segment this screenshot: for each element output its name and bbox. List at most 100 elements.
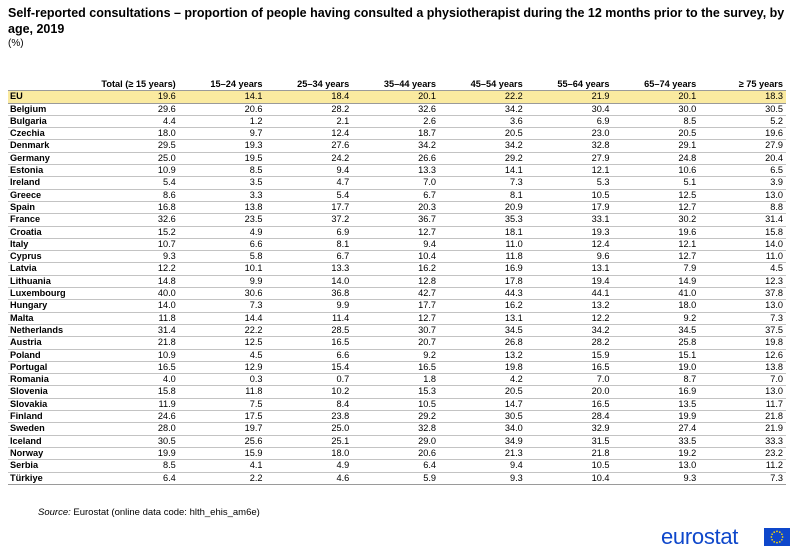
table-cell: 5.1 [612,176,700,190]
table-cell: 16.5 [92,361,179,375]
table-row: Spain 16.8 13.8 17.7 20.3 20.9 17.9 12.7 8.8 [8,201,786,215]
table-cell: 15.8 [699,226,786,239]
table-cell: 32.6 [352,103,439,116]
table-row: Slovakia 11.9 7.5 8.4 10.5 14.7 16.5 13.5 11.7 [8,398,786,412]
table-cell: 10.5 [525,459,613,473]
table-cell: 2.2 [178,472,266,485]
table-cell: 30.5 [699,103,786,116]
table-cell: 20.4 [699,152,786,166]
table-cell: 12.7 [352,226,439,239]
table-cell: 29.1 [612,139,700,153]
flag-star [770,536,773,538]
table-cell: 19.9 [92,447,179,461]
table-cell: 29.6 [92,103,179,116]
row-label: Serbia [8,459,92,473]
table-cell: 16.5 [525,398,613,412]
table-cell: 6.9 [525,115,613,129]
table-cell: 12.7 [612,250,700,264]
table-cell: 25.8 [612,336,700,350]
table-cell: 13.8 [699,361,786,375]
table-cell: 8.5 [92,459,179,473]
table-row: Hungary 14.0 7.3 9.9 17.7 16.2 13.2 18.0 13.0 [8,299,786,313]
table-cell: 4.9 [265,459,353,473]
table-cell: 19.7 [178,422,266,436]
table-cell: 33.5 [612,434,700,448]
column-header: 35–44 years [352,79,439,92]
table-cell: 44.3 [439,287,526,301]
column-header: 45–54 years [439,79,526,92]
table-cell: 12.1 [525,164,613,178]
table-cell: 21.8 [525,447,613,461]
table-cell: 30.6 [178,287,266,301]
table-cell: 14.0 [265,275,353,289]
table-cell: 14.0 [92,299,179,313]
table-cell: 12.8 [352,275,439,289]
table-cell: 8.4 [265,398,353,412]
table-cell: 40.0 [92,287,179,301]
table-cell: 11.0 [439,238,526,252]
table-row: Slovenia 15.8 11.8 10.2 15.3 20.5 20.0 16.9 13.0 [8,385,786,399]
eu-flag-stars [770,530,784,544]
row-label: Estonia [8,164,92,178]
table-cell: 7.0 [699,373,786,387]
table-cell: 19.6 [92,90,179,104]
table-cell: 6.7 [265,250,353,264]
table-cell: 21.8 [92,336,179,350]
table-cell: 2.1 [265,115,353,129]
table-cell: 9.6 [525,250,613,264]
table-cell: 10.9 [92,349,179,362]
table-cell: 15.1 [612,349,700,362]
table-cell: 11.8 [439,250,526,264]
table-cell: 27.9 [525,152,613,166]
table-cell: 33.3 [699,434,786,448]
table-cell: 13.1 [439,312,526,325]
table-cell: 6.4 [352,459,439,473]
table-cell: 34.9 [439,434,526,448]
table-cell: 13.5 [612,398,700,412]
table-cell: 24.8 [612,152,700,166]
row-label: Latvia [8,262,92,276]
table-cell: 28.2 [525,336,613,350]
table-cell: 17.5 [178,410,266,424]
table-cell: 29.2 [352,410,439,424]
table-cell: 13.8 [178,201,266,215]
flag-star [773,531,776,533]
table-cell: 0.3 [178,373,266,387]
chart-title: Self-reported consultations – proportion… [8,6,785,36]
table-cell: 16.9 [612,385,700,399]
row-label: Poland [8,349,92,362]
table-cell: 42.7 [352,287,439,301]
table-cell: 34.2 [439,139,526,153]
column-header: 15–24 years [178,79,266,92]
table-cell: 15.9 [525,349,613,362]
row-label: Romania [8,373,92,387]
table-cell: 4.5 [699,262,786,276]
table-cell: 19.6 [612,226,700,239]
table-cell: 10.5 [525,189,613,202]
table-row: Czechia 18.0 9.7 12.4 18.7 20.5 23.0 20.5 19.6 [8,127,786,141]
table-cell: 16.2 [439,299,526,313]
unit-label: (%) [8,38,24,49]
row-label: Netherlands [8,324,92,338]
row-label: Portugal [8,361,92,375]
table-cell: 28.2 [265,103,353,116]
table-cell: 32.9 [525,422,613,436]
table-cell: 10.1 [178,262,266,276]
table-cell: 17.9 [525,201,613,215]
table-cell: 30.7 [352,324,439,338]
table-cell: 13.0 [699,189,786,202]
table-cell: 25.1 [265,434,353,448]
table-cell: 37.2 [265,213,353,227]
table-cell: 30.2 [612,213,700,227]
table-cell: 16.8 [92,201,179,215]
table-cell: 11.7 [699,398,786,412]
table-row: Germany 25.0 19.5 24.2 26.6 29.2 27.9 24.8 20.4 [8,152,786,166]
row-label: Ireland [8,176,92,190]
table-cell: 18.0 [612,299,700,313]
table-cell: 2.6 [352,115,439,129]
table-cell: 4.5 [178,349,266,362]
table-cell: 21.3 [439,447,526,461]
table-cell: 33.1 [525,213,613,227]
table-cell: 21.8 [699,410,786,424]
table-cell: 20.0 [525,385,613,399]
